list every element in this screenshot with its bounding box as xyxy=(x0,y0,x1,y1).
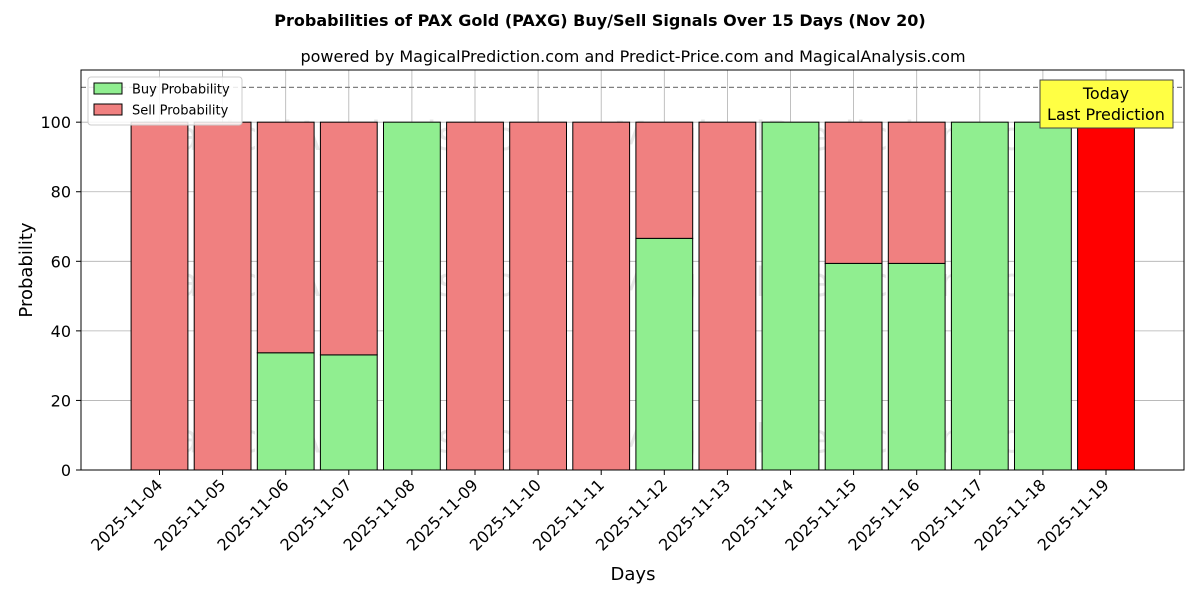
bar-sell xyxy=(635,121,694,239)
bar-buy xyxy=(1014,121,1072,471)
legend: Buy Probability Sell Probability xyxy=(87,76,243,126)
bar-buy xyxy=(950,121,1009,471)
y-tick-label: 20 xyxy=(51,391,71,410)
y-tick-label: 0 xyxy=(61,461,71,480)
bar-sell xyxy=(509,121,568,471)
annotation-text: Today xyxy=(1082,84,1129,103)
chart-subtitle: powered by MagicalPrediction.com and Pre… xyxy=(300,47,965,66)
chart-title: Probabilities of PAX Gold (PAXG) Buy/Sel… xyxy=(274,11,925,30)
y-tick-label: 40 xyxy=(51,322,71,341)
y-tick-label: 80 xyxy=(51,183,71,202)
legend-box xyxy=(87,76,243,126)
bar-buy xyxy=(824,262,883,471)
legend-label: Sell Probability xyxy=(132,104,229,119)
bar-layer xyxy=(130,121,1135,471)
annotation-box xyxy=(1039,79,1174,129)
y-axis-label: Probability xyxy=(16,222,37,317)
bar-sell xyxy=(887,121,946,264)
y-tick-label: 100 xyxy=(40,113,71,132)
x-axis: 2025-11-042025-11-052025-11-062025-11-07… xyxy=(87,470,1113,555)
plot-frame xyxy=(80,69,1185,471)
bar-buy xyxy=(256,352,315,471)
bar-buy xyxy=(761,121,820,471)
bar-buy xyxy=(319,354,378,471)
bar-buy xyxy=(635,237,694,471)
bar-sell xyxy=(824,121,883,264)
bar-sell xyxy=(256,121,315,354)
legend-swatch xyxy=(93,82,123,95)
legend-swatch xyxy=(93,103,123,116)
bar-sell-today xyxy=(1077,121,1135,471)
y-tick-label: 60 xyxy=(51,252,71,271)
legend-label: Buy Probability xyxy=(132,83,230,98)
bar-sell xyxy=(572,121,631,471)
annotation-text: Last Prediction xyxy=(1047,105,1165,124)
today-annotation: Today Last Prediction xyxy=(1039,79,1174,129)
bar-sell xyxy=(446,121,504,471)
y-axis: 0 20 40 60 80 100 xyxy=(40,113,81,480)
bar-sell xyxy=(193,121,252,471)
bar-buy xyxy=(383,121,441,471)
bar-sell xyxy=(319,121,378,356)
bar-sell xyxy=(698,121,757,471)
bar-sell xyxy=(130,121,189,471)
x-axis-label: Days xyxy=(611,564,656,585)
bar-buy xyxy=(887,262,946,471)
